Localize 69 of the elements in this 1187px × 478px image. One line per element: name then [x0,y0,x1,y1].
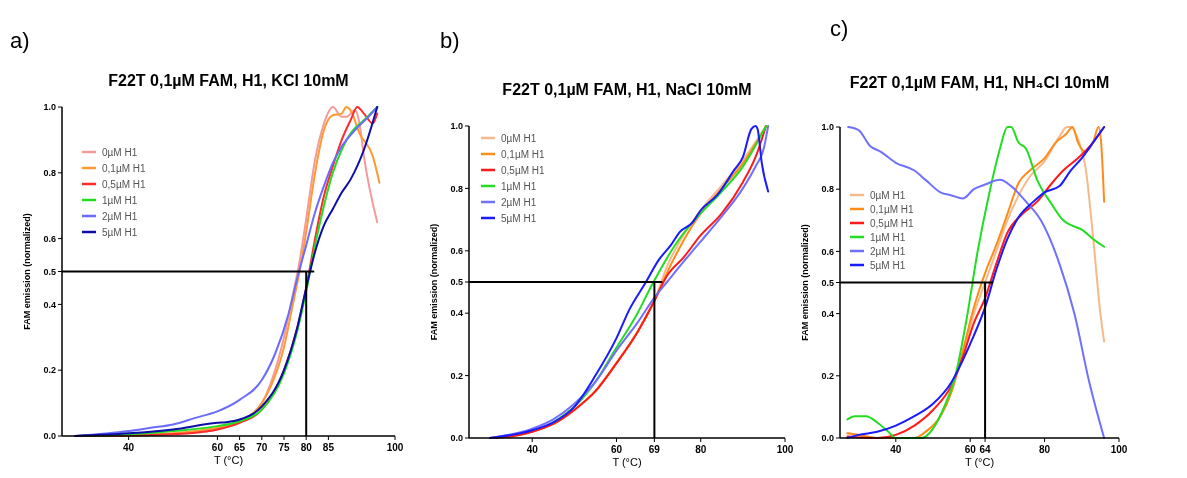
y-tick-label: 0.0 [450,433,463,444]
y-tick-label: 1.0 [43,102,56,113]
legend-label: 0,1µM H1 [501,148,545,160]
x-tick-label: 65 [234,442,246,453]
x-tick-label: 70 [256,442,268,453]
x-tick-label: 80 [300,442,313,453]
y-tick-label: 0.4 [450,308,463,319]
y-tick-label: 0.5 [450,277,463,288]
y-tick-label: 0.8 [450,183,463,194]
y-tick-label: 0.0 [821,433,834,444]
x-tick-label: 85 [322,442,335,453]
legend-label: 1µM H1 [501,180,537,192]
y-axis-title: FAM emission (normalized) [429,223,439,341]
text: b) [440,28,460,53]
x-tick-label: 40 [123,442,135,453]
y-tick-label: 0.5 [821,277,834,288]
y-tick-label: 0.6 [43,233,56,244]
legend-label: 1µM H1 [870,231,906,243]
legend-label: 0,1µM H1 [102,162,146,174]
x-axis-title: T (°C) [213,454,244,466]
legend-label: 5µM H1 [501,212,537,224]
x-axis-title: T (°C) [964,456,995,468]
x-axis-title: T (°C) [612,456,642,468]
x-tick-label: 64 [979,444,992,455]
x-tick-label: 75 [278,442,290,453]
x-tick-label: 40 [526,444,539,455]
y-tick-label: 1.0 [821,122,834,133]
y-tick-label: 0.2 [450,370,463,381]
y-tick-label: 0.8 [821,184,834,195]
chart-title: F22T 0,1µM FAM, H1, KCl 10mM [108,72,349,89]
legend-label: 2µM H1 [501,196,537,208]
legend-label: 0,5µM H1 [102,178,146,190]
legend-label: 0µM H1 [870,189,906,201]
x-tick-label: 60 [211,442,224,453]
chart-title: F22T 0,1µM FAM, H1, NH₄Cl 10mM [849,74,1110,91]
y-tick-label: 0.0 [43,431,56,442]
legend-label: 2µM H1 [102,210,138,222]
y-tick-label: 0.6 [821,246,834,257]
x-tick-label: 80 [695,444,707,455]
legend-label: 0,5µM H1 [501,164,545,176]
legend-label: 2µM H1 [870,245,906,257]
text: a) [10,28,30,53]
y-tick-label: 1.0 [450,121,463,132]
y-tick-label: 0.5 [43,266,56,277]
chart-title: F22T 0,1µM FAM, H1, NaCl 10mM [502,81,752,98]
y-tick-label: 0.4 [821,308,834,319]
y-axis-title: FAM emission (normalized) [22,213,32,330]
legend-label: 0µM H1 [102,146,138,158]
y-tick-label: 0.2 [43,365,56,376]
legend-label: 0,1µM H1 [870,203,914,215]
x-tick-label: 60 [610,444,623,455]
y-tick-label: 0.4 [43,299,56,310]
legend-label: 1µM H1 [102,194,138,206]
x-tick-label: 100 [386,442,404,453]
x-tick-label: 100 [776,444,794,455]
x-tick-label: 80 [1039,444,1051,455]
text: c) [830,16,849,41]
x-tick-label: 100 [1110,444,1128,455]
x-tick-label: 69 [648,444,661,455]
y-tick-label: 0.8 [43,167,56,178]
y-tick-label: 0.6 [450,245,463,256]
y-axis-title: FAM emission (normalized) [800,224,810,341]
legend-label: 5µM H1 [102,226,138,238]
legend-label: 0,5µM H1 [870,217,914,229]
legend-label: 0µM H1 [501,132,537,144]
y-tick-label: 0.2 [821,370,834,381]
legend-label: 5µM H1 [870,259,906,271]
x-tick-label: 60 [964,444,977,455]
x-tick-label: 40 [890,444,902,455]
